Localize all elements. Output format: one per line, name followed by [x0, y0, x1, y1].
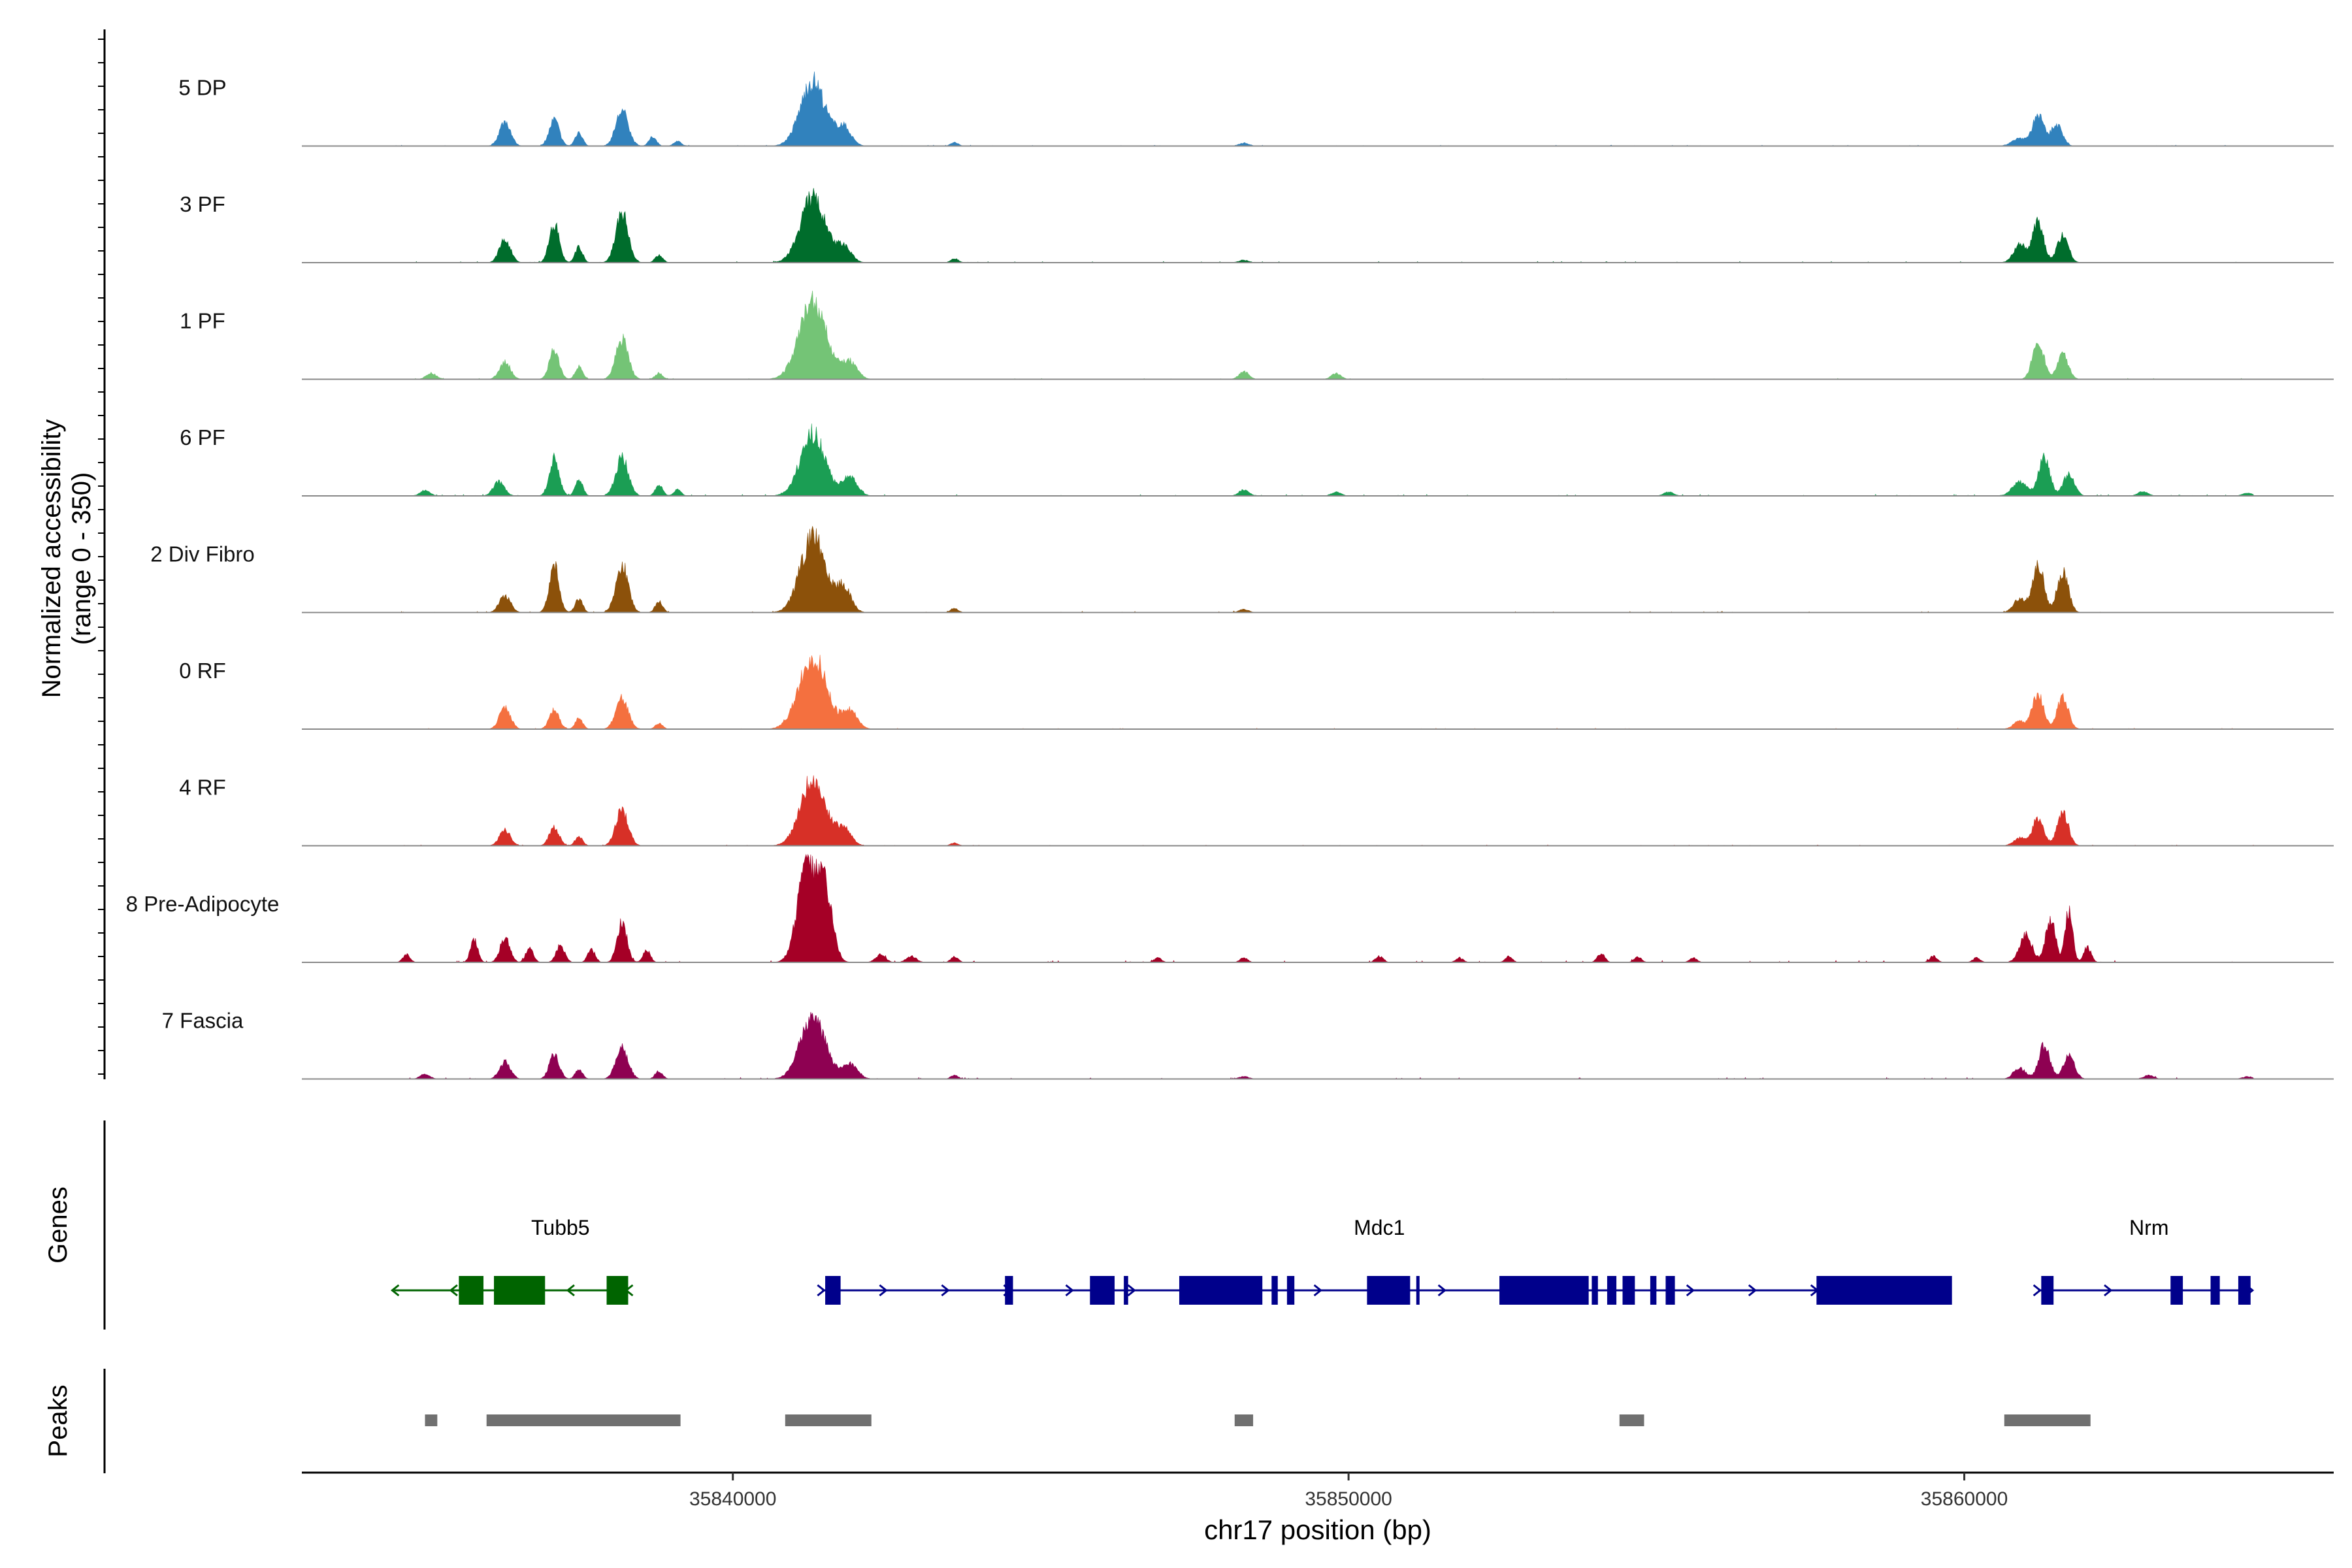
track-label: 8 Pre-Adipocyte — [126, 892, 280, 916]
track-label: 4 RF — [179, 776, 226, 800]
track-5-dp: 5 DP — [178, 71, 2334, 147]
strand-arrow — [817, 1284, 826, 1297]
coverage-area — [302, 423, 2254, 497]
gene-exon — [1005, 1276, 1013, 1305]
gene-exon — [2170, 1276, 2183, 1305]
peak-region — [1619, 1414, 1644, 1426]
strand-arrow — [2033, 1284, 2042, 1297]
track-label: 5 DP — [178, 76, 226, 100]
gene-exon — [1367, 1276, 1411, 1305]
gene-label: Nrm — [2129, 1216, 2168, 1239]
strand-arrow — [1065, 1284, 1074, 1297]
gene-exon — [494, 1276, 546, 1305]
gene-exon — [1499, 1276, 1589, 1305]
peak-region — [1234, 1414, 1254, 1426]
track-label: 6 PF — [180, 425, 225, 449]
y-axis-title: Normalized accessibility — [37, 419, 66, 698]
peaks-panel-title: Peaks — [44, 1384, 73, 1457]
track-label: 0 RF — [179, 659, 226, 683]
strand-arrow — [1313, 1284, 1322, 1297]
gene-exon — [1090, 1276, 1115, 1305]
track-label: 7 Fascia — [162, 1009, 244, 1033]
accessibility-y-axis-ticks — [98, 39, 105, 1075]
gene-exon — [1271, 1276, 1278, 1305]
track-8-pre-adipocyte: 8 Pre-Adipocyte — [126, 853, 2334, 963]
y-axis-range-label: (range 0 - 350) — [67, 472, 96, 645]
gene-exon — [2041, 1276, 2054, 1305]
gene-exon — [2238, 1276, 2251, 1305]
gene-exon — [1592, 1276, 1598, 1305]
x-tick-label: 35840000 — [689, 1488, 776, 1510]
gene-exon — [1622, 1276, 1635, 1305]
gene-exon — [1650, 1276, 1657, 1305]
coverage-area — [302, 188, 2254, 263]
coverage-area — [302, 853, 2254, 963]
coverage-area — [302, 290, 2254, 380]
coverage-area — [302, 775, 2254, 846]
gene-exon — [1124, 1276, 1128, 1305]
strand-arrow — [1748, 1284, 1757, 1297]
coverage-tracks: 5 DP 3 PF 1 PF 6 PF 2 Div Fibro 0 RF 4 RF 8 Pre… — [126, 71, 2334, 1080]
gene-exon — [1665, 1276, 1675, 1305]
gene-exon — [1416, 1276, 1420, 1305]
track-label: 1 PF — [180, 309, 225, 333]
strand-arrow — [1437, 1284, 1447, 1297]
strand-arrow — [1686, 1284, 1695, 1297]
coverage-area — [302, 526, 2254, 613]
track-6-pf: 6 PF — [180, 423, 2334, 497]
strand-arrow — [1127, 1284, 1136, 1297]
gene-exon — [459, 1276, 484, 1305]
track-1-pf: 1 PF — [180, 290, 2334, 380]
gene-exon — [1286, 1276, 1295, 1305]
track-label: 2 Div Fibro — [150, 542, 255, 566]
peak-region — [486, 1414, 681, 1426]
strand-arrow — [566, 1284, 575, 1297]
strand-arrow — [390, 1284, 400, 1297]
peak-region — [425, 1414, 438, 1426]
gene-nrm: Nrm — [2033, 1216, 2255, 1305]
gene-exon — [1607, 1276, 1617, 1305]
x-tick-label: 35850000 — [1305, 1488, 1392, 1510]
gene-exon — [2210, 1276, 2220, 1305]
track-4-rf: 4 RF — [179, 775, 2334, 847]
x-tick-label: 35860000 — [1921, 1488, 2008, 1510]
peak-region — [785, 1414, 872, 1426]
gene-exon — [1179, 1276, 1263, 1305]
coverage-area — [302, 655, 2254, 730]
track-label: 3 PF — [180, 192, 225, 216]
strand-arrow — [879, 1284, 888, 1297]
track-7-fascia: 7 Fascia — [162, 1009, 2334, 1080]
coverage-area — [302, 1011, 2254, 1079]
track-2-div-fibro: 2 Div Fibro — [150, 526, 2334, 613]
strand-arrow — [941, 1284, 950, 1297]
gene-label: Mdc1 — [1354, 1216, 1405, 1239]
gene-label: Tubb5 — [531, 1216, 590, 1239]
gene-exon — [606, 1276, 629, 1305]
x-axis-title: chr17 position (bp) — [1204, 1514, 1431, 1545]
gene-tubb5: Tubb5 — [390, 1216, 634, 1305]
track-0-rf: 0 RF — [179, 655, 2334, 730]
strand-arrow — [449, 1284, 458, 1297]
peak-region — [2004, 1414, 2091, 1426]
gene-exon — [1816, 1276, 1952, 1305]
track-3-pf: 3 PF — [180, 188, 2334, 263]
genes-track: Tubb5 Mdc1 Nrm — [390, 1216, 2255, 1305]
strand-arrow — [2104, 1284, 2113, 1297]
x-axis-ticks: 35840000 35850000 35860000 — [689, 1473, 2008, 1510]
peaks-track — [425, 1414, 2091, 1426]
gene-exon — [825, 1276, 841, 1305]
genes-panel-title: Genes — [44, 1186, 73, 1264]
gene-mdc1: Mdc1 — [817, 1216, 1952, 1305]
coverage-area — [302, 71, 2254, 146]
